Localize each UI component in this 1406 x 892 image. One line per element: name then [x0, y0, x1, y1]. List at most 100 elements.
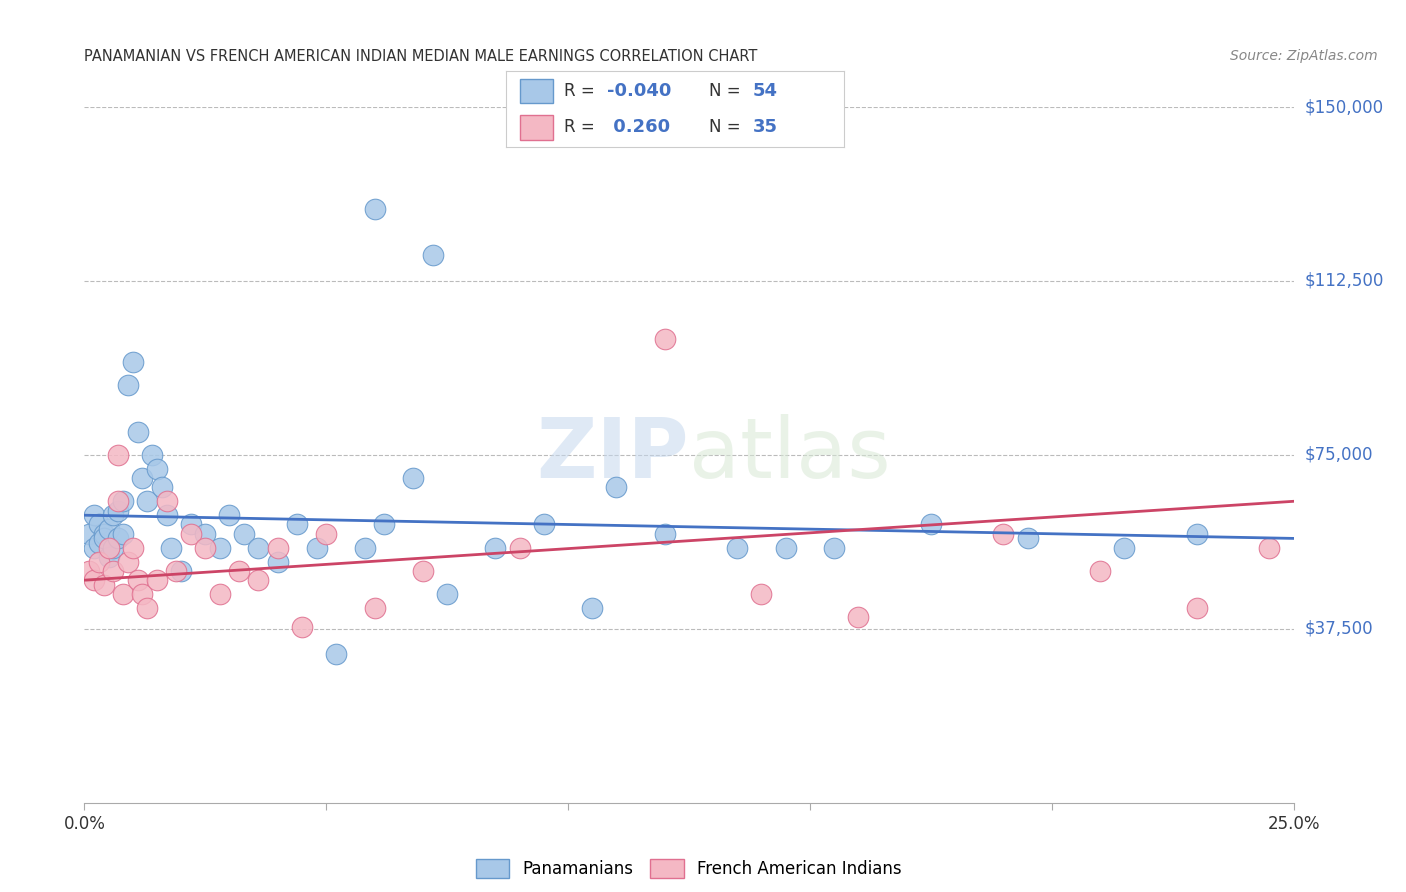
Point [87, 536, 110, 550]
Point [121, 541, 143, 555]
Text: $150,000: $150,000 [1305, 98, 1384, 116]
Point [422, 248, 444, 262]
Point [325, 648, 347, 662]
Point [155, 494, 177, 508]
Point [97, 541, 120, 555]
Point [97, 549, 120, 564]
FancyBboxPatch shape [520, 115, 554, 140]
Point [107, 448, 129, 462]
Point [112, 526, 135, 541]
Text: R =: R = [564, 82, 599, 100]
Point [1114, 541, 1136, 555]
Point [285, 517, 308, 532]
Point [117, 378, 139, 392]
Point [436, 587, 458, 601]
Point [131, 587, 153, 601]
Point [247, 573, 270, 587]
Point [83, 541, 105, 555]
Point [823, 541, 845, 555]
Point [993, 526, 1015, 541]
Point [150, 480, 173, 494]
Point [291, 619, 314, 633]
Text: N =: N = [709, 82, 745, 100]
Point [97, 522, 120, 536]
FancyBboxPatch shape [520, 79, 554, 103]
Point [654, 526, 676, 541]
Point [846, 610, 869, 624]
Text: 35: 35 [752, 119, 778, 136]
Text: -0.040: -0.040 [607, 82, 672, 100]
Text: 0.260: 0.260 [607, 119, 671, 136]
Point [165, 564, 187, 578]
Point [107, 532, 129, 546]
Point [533, 517, 555, 532]
Point [160, 541, 183, 555]
Point [136, 601, 159, 615]
Point [170, 564, 193, 578]
Legend: Panamanians, French American Indians: Panamanians, French American Indians [470, 853, 908, 885]
Point [107, 494, 129, 508]
Point [155, 508, 177, 523]
Point [725, 541, 748, 555]
Point [136, 494, 159, 508]
Point [218, 508, 240, 523]
Point [208, 587, 231, 601]
Point [354, 541, 377, 555]
Point [315, 526, 337, 541]
Point [412, 564, 434, 578]
Point [83, 508, 105, 523]
Point [131, 471, 153, 485]
Point [228, 564, 250, 578]
Text: N =: N = [709, 119, 745, 136]
Point [920, 517, 942, 532]
Point [87, 555, 110, 569]
Point [402, 471, 425, 485]
Point [112, 587, 135, 601]
Point [305, 541, 328, 555]
Point [484, 541, 506, 555]
Point [194, 541, 217, 555]
Point [87, 517, 110, 532]
Text: PANAMANIAN VS FRENCH AMERICAN INDIAN MEDIAN MALE EARNINGS CORRELATION CHART: PANAMANIAN VS FRENCH AMERICAN INDIAN MED… [84, 49, 758, 64]
Text: Source: ZipAtlas.com: Source: ZipAtlas.com [1230, 49, 1378, 63]
Text: $75,000: $75,000 [1305, 446, 1374, 464]
Point [93, 526, 115, 541]
Point [267, 555, 290, 569]
Point [1185, 526, 1208, 541]
Point [77, 526, 100, 541]
Point [121, 355, 143, 369]
Point [509, 541, 531, 555]
Point [233, 526, 256, 541]
Point [654, 332, 676, 346]
Point [141, 448, 163, 462]
Point [775, 541, 797, 555]
Point [363, 202, 385, 216]
Point [146, 462, 169, 476]
Point [103, 508, 125, 523]
Point [605, 480, 627, 494]
Text: atlas: atlas [689, 415, 890, 495]
Text: $37,500: $37,500 [1305, 620, 1374, 638]
Point [117, 555, 139, 569]
Point [208, 541, 231, 555]
Point [373, 517, 395, 532]
Text: $112,500: $112,500 [1305, 272, 1384, 290]
Point [1258, 541, 1281, 555]
Point [127, 425, 149, 439]
Point [180, 526, 202, 541]
Point [112, 494, 135, 508]
Point [83, 573, 105, 587]
Point [1017, 532, 1039, 546]
Point [107, 503, 129, 517]
Point [1185, 601, 1208, 615]
Text: 54: 54 [752, 82, 778, 100]
Point [194, 526, 217, 541]
Text: R =: R = [564, 119, 599, 136]
Point [146, 573, 169, 587]
Point [93, 578, 115, 592]
Point [581, 601, 603, 615]
Point [247, 541, 270, 555]
Point [751, 587, 773, 601]
Point [103, 564, 125, 578]
Point [103, 541, 125, 555]
